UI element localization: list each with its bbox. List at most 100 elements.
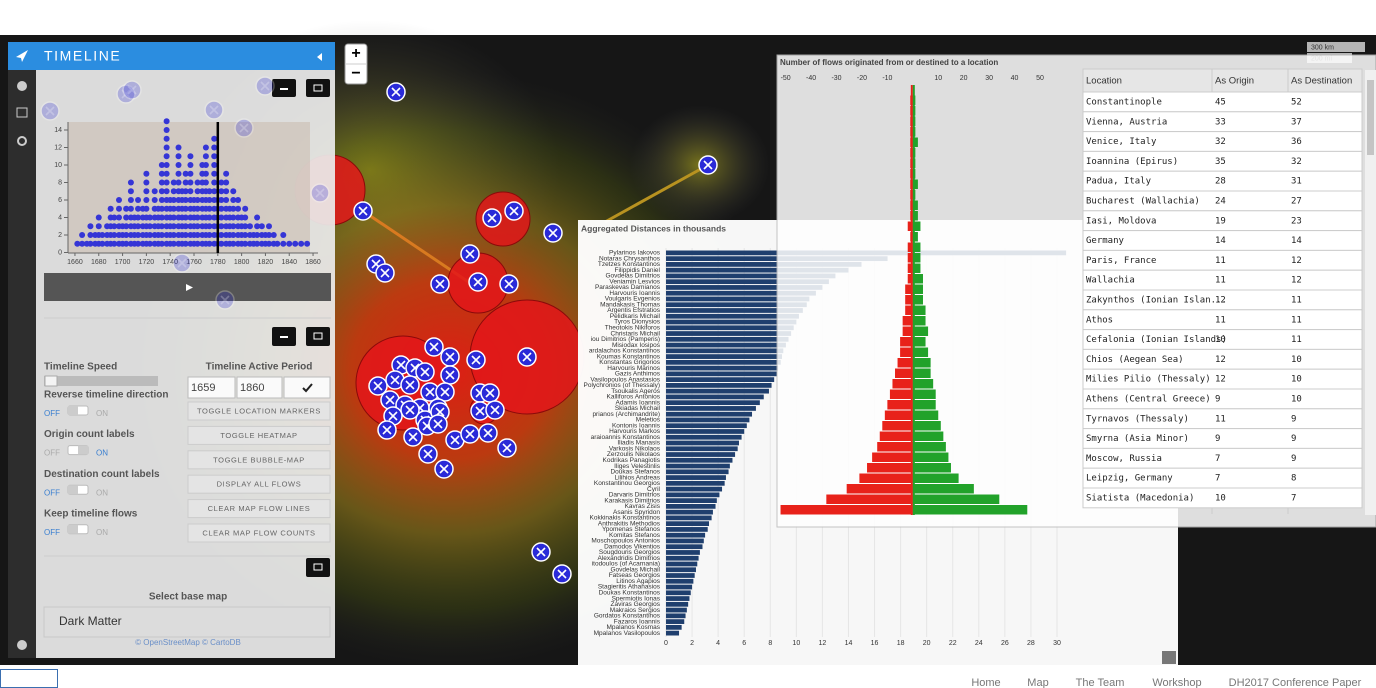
dot xyxy=(235,205,242,212)
bar xyxy=(912,232,918,242)
period-end-input[interactable] xyxy=(236,376,283,399)
category-label: Adamis Ioannis xyxy=(616,399,661,406)
bar xyxy=(666,596,690,601)
dot xyxy=(211,162,218,168)
dot xyxy=(163,179,170,186)
zoom-out[interactable]: − xyxy=(351,65,360,82)
location-marker[interactable] xyxy=(204,100,224,120)
table-cell: 8 xyxy=(1291,474,1296,484)
bar xyxy=(826,494,913,504)
category-label: Voulgaris Evgenios xyxy=(605,296,661,303)
button[interactable] xyxy=(187,499,331,519)
button[interactable] xyxy=(187,425,331,445)
category-label: Tyros Dionysios xyxy=(614,319,661,326)
dot xyxy=(163,170,170,177)
category-label: Stagieritis Athanasios xyxy=(598,584,661,591)
marker-x xyxy=(121,89,131,99)
table-cell: 10 xyxy=(1215,335,1226,345)
dot xyxy=(202,162,209,168)
nav-box[interactable] xyxy=(0,669,58,688)
play-icon[interactable] xyxy=(186,284,193,291)
table-cell: 10 xyxy=(1291,395,1302,405)
category-label: Paraskevas Damianos xyxy=(595,284,661,291)
dot xyxy=(194,205,201,212)
table-cell: Athos xyxy=(1086,315,1113,325)
table-cell: Iasi, Moldova xyxy=(1086,216,1156,226)
category-label: Harvouris Ioannis xyxy=(609,290,660,297)
speed-slider[interactable] xyxy=(44,376,158,386)
location-marker[interactable] xyxy=(172,253,192,273)
category-label: Kavras Zisis xyxy=(625,503,661,510)
base-map: Dark Matter xyxy=(59,614,122,628)
x-tick-label: 12 xyxy=(819,640,827,647)
nav-link[interactable]: DH2017 Conference Paper xyxy=(1229,677,1362,688)
table-cell: 11 xyxy=(1291,296,1302,306)
dot xyxy=(163,127,170,133)
nav-link[interactable]: Home xyxy=(971,677,1000,688)
table-cell: Athens (Central Greece) xyxy=(1086,395,1211,405)
resize-handle[interactable] xyxy=(1162,651,1176,664)
table-cell: 32 xyxy=(1215,137,1226,147)
nav-link[interactable]: Workshop xyxy=(1152,677,1201,688)
marker-x xyxy=(391,87,401,97)
chart-title: Aggregated Distances in thousands xyxy=(581,223,726,233)
apply-button[interactable] xyxy=(283,376,331,399)
category-label: Konstantas Grigorios xyxy=(599,359,660,366)
zoom-in[interactable]: + xyxy=(351,45,360,62)
table-cell: Constantinople xyxy=(1086,98,1162,108)
button[interactable] xyxy=(187,523,331,543)
category-label: Anthrakitis Methodios xyxy=(598,520,661,527)
popout[interactable] xyxy=(306,79,330,97)
button[interactable] xyxy=(187,401,331,421)
dot xyxy=(123,240,130,247)
icon[interactable] xyxy=(17,136,27,146)
table-cell: 11 xyxy=(1215,414,1226,424)
dot xyxy=(135,197,142,203)
location-marker[interactable] xyxy=(234,118,254,138)
location-marker[interactable] xyxy=(40,101,60,121)
y-tick-label: 0 xyxy=(58,249,62,256)
bar xyxy=(666,273,836,279)
period-start-input[interactable] xyxy=(187,376,236,399)
location-marker[interactable] xyxy=(310,183,330,203)
location-marker[interactable] xyxy=(122,80,142,100)
category-label: Notaras Chrysanthos xyxy=(599,255,661,262)
button[interactable] xyxy=(187,474,331,494)
dot xyxy=(87,240,94,247)
bar xyxy=(666,509,713,515)
scroll-thumb[interactable] xyxy=(1367,80,1374,155)
icon[interactable] xyxy=(17,81,27,91)
popout[interactable] xyxy=(306,327,330,346)
popout[interactable] xyxy=(306,558,330,577)
nav-link[interactable]: The Team xyxy=(1076,677,1125,688)
icon[interactable] xyxy=(17,640,27,650)
marker-x xyxy=(220,295,230,305)
marker-x xyxy=(445,370,455,380)
dot xyxy=(95,214,102,221)
dot xyxy=(242,205,249,212)
collapse[interactable] xyxy=(317,53,322,61)
location-marker[interactable] xyxy=(255,76,275,96)
location-marker[interactable] xyxy=(116,84,136,104)
slider-handle[interactable] xyxy=(44,375,58,387)
dot xyxy=(135,223,142,230)
x-tick-label: -30 xyxy=(831,75,841,82)
marker-x xyxy=(473,277,483,287)
button[interactable] xyxy=(187,450,331,470)
dot xyxy=(74,240,81,247)
category-label: Kodrikas Panagiotis xyxy=(603,457,661,464)
icon[interactable] xyxy=(16,107,28,118)
marker-x xyxy=(420,367,430,377)
base-map-select[interactable] xyxy=(43,606,331,638)
attribution[interactable]: © OpenStreetMap © CartoDB xyxy=(135,638,241,647)
icon[interactable] xyxy=(16,50,28,62)
scrollbar[interactable] xyxy=(1365,70,1376,515)
button-label: CLEAR MAP FLOW LINES xyxy=(208,504,311,513)
marker-x xyxy=(177,258,187,268)
x-tick-label: 1740 xyxy=(162,259,178,266)
dot xyxy=(175,179,182,186)
marker-x xyxy=(423,449,433,459)
nav-link[interactable]: Map xyxy=(1027,677,1048,688)
bar xyxy=(666,325,794,331)
location-marker[interactable] xyxy=(215,290,235,310)
